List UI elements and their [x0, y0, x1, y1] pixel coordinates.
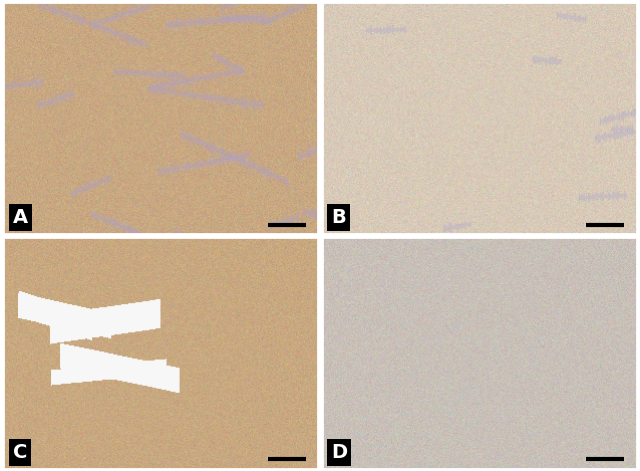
Text: B: B: [331, 208, 346, 227]
Text: C: C: [13, 443, 27, 462]
Text: A: A: [13, 208, 28, 227]
Text: D: D: [331, 443, 347, 462]
